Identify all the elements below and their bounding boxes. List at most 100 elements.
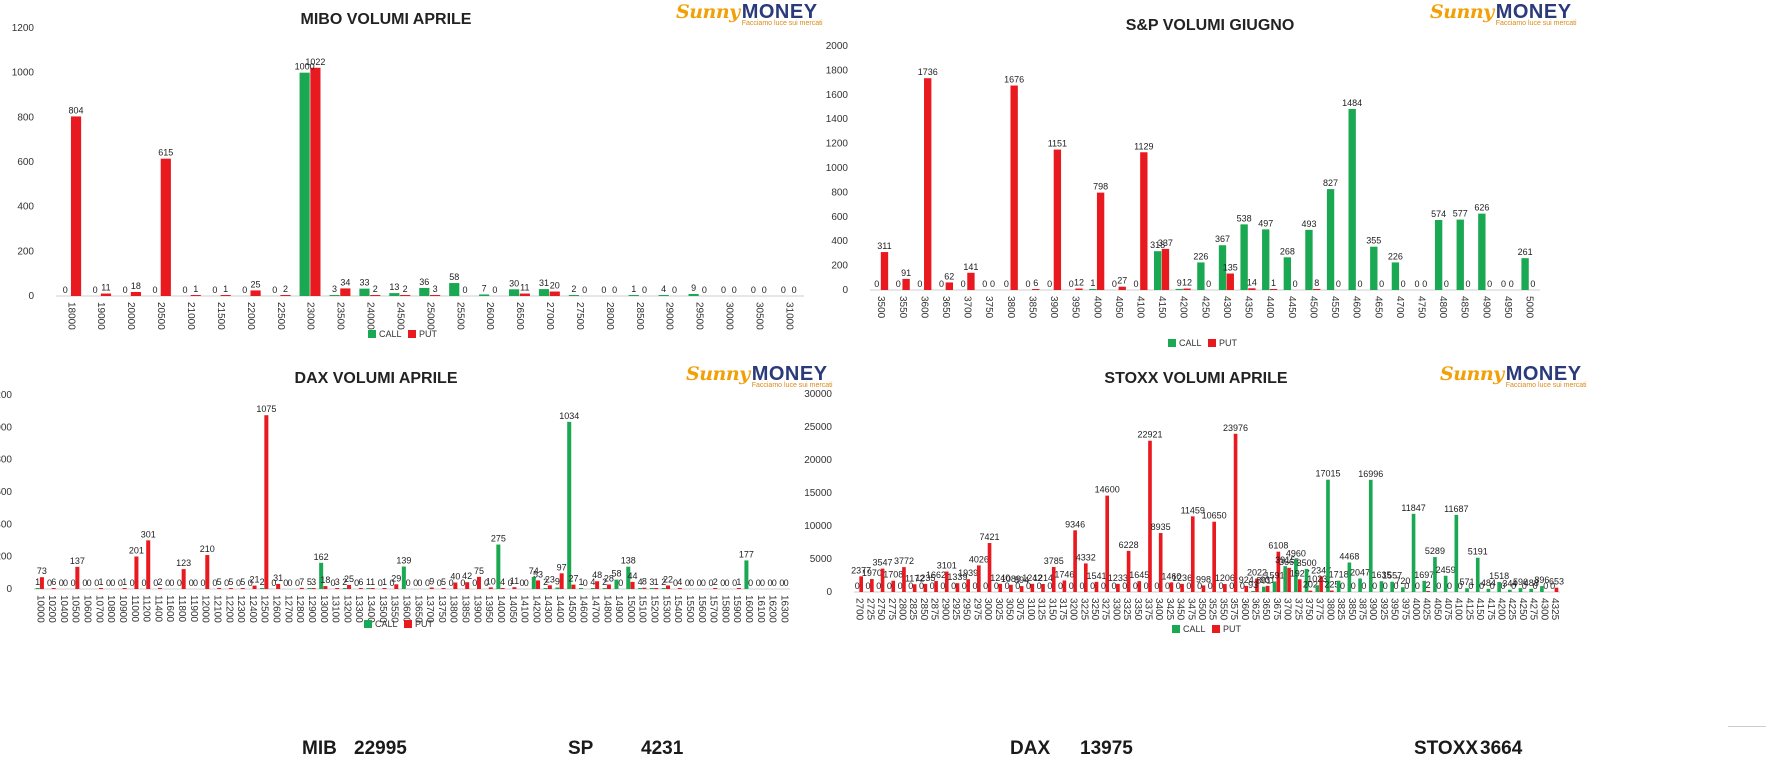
data-label-put: 894 [1014, 575, 1029, 585]
data-label-call: 4 [638, 577, 643, 587]
data-label-put: 3 [433, 284, 438, 294]
data-label-put: 0 [1533, 581, 1538, 591]
bar-put [1118, 286, 1126, 290]
bar-put [205, 555, 210, 589]
footer-sp-value: 4231 [641, 738, 684, 759]
data-label-put: 0 [689, 578, 694, 588]
data-label-call: 0 [1501, 279, 1506, 289]
data-label-call: 0 [519, 578, 524, 588]
y-tick-label: 600 [831, 212, 848, 223]
x-tick-label: 3550 [1217, 598, 1228, 621]
bar-put [1148, 440, 1152, 592]
data-label-call: 17015 [1315, 469, 1340, 479]
data-label-call: 0 [330, 578, 335, 588]
data-label-put: 12 [1074, 278, 1084, 288]
data-label-call: 4960 [1286, 548, 1306, 558]
data-label-call: 5289 [1425, 546, 1445, 556]
x-tick-label: 15400 [672, 595, 683, 623]
data-label-put: 29 [391, 573, 401, 583]
data-label-put: 0 [642, 285, 647, 295]
bar-put [1096, 192, 1105, 290]
x-tick-label: 4325 [1549, 598, 1560, 621]
bar-put [122, 588, 127, 589]
x-tick-label: 14400 [554, 595, 565, 623]
data-label-call: 488 [1524, 578, 1539, 588]
data-label-put: 8 [1314, 278, 1319, 288]
bar-put [736, 588, 741, 589]
bar-put [519, 293, 530, 296]
x-tick-label: 15200 [649, 595, 660, 623]
data-label-call: 0 [242, 285, 247, 295]
bar-put [998, 583, 1003, 592]
bar-put [453, 582, 458, 589]
data-label-put: 11 [101, 283, 110, 293]
x-tick-label: 15300 [660, 595, 671, 623]
y-tick-label: 10000 [804, 521, 832, 532]
x-tick-label: 3725 [1292, 598, 1303, 621]
chart-stoxx: STOXX VOLUMI APRILE050001000015000200002… [804, 370, 1564, 634]
data-label-call: 574 [1431, 209, 1446, 219]
bar-put [512, 587, 517, 589]
x-tick-label: 3750 [983, 296, 994, 319]
bar-put [1137, 581, 1142, 592]
data-label-put: 202 [1303, 580, 1318, 590]
x-tick-label: 16100 [755, 595, 766, 623]
bar-put [51, 588, 56, 589]
bar-put [500, 588, 505, 589]
bar-put [559, 573, 564, 589]
bar-put [1158, 533, 1163, 592]
y-tick-label: 400 [17, 202, 34, 213]
data-label-put: 18 [320, 575, 330, 585]
x-tick-label: 4250 [1199, 296, 1210, 319]
brand-logo: Sunny MONEY Facciamo luce sui mercati [676, 2, 823, 28]
y-tick-label: 20000 [804, 455, 832, 466]
bar-call [1478, 213, 1486, 290]
data-label-call: 1718 [1329, 570, 1349, 580]
data-label-call: 0 [781, 285, 786, 295]
data-label-call: 367 [1215, 234, 1230, 244]
bar-call [1315, 585, 1320, 592]
x-tick-label: 4050 [1113, 296, 1124, 319]
data-label-call: 4 [590, 577, 595, 587]
x-tick-label: 3900 [1367, 598, 1378, 621]
x-tick-label: 11200 [141, 595, 152, 623]
data-label-put: 8 [642, 577, 647, 587]
data-label-put: 25 [344, 574, 354, 584]
bar-call [555, 587, 560, 589]
bar-call [1368, 479, 1373, 592]
x-tick-label: 3600 [918, 296, 929, 319]
data-label-put: 2347 [1311, 566, 1331, 576]
bar-put [1554, 587, 1559, 592]
y-tick-label: 1200 [0, 390, 12, 401]
data-label-call: 0 [354, 578, 359, 588]
x-tick-label: 4800 [1437, 296, 1448, 319]
data-label-call: 275 [491, 534, 506, 544]
x-tick-label: 10000 [34, 595, 45, 623]
data-label-call: 0 [118, 578, 123, 588]
data-label-call: 226 [1388, 251, 1403, 261]
data-label-call: 9 [555, 577, 560, 587]
data-label-call: 4468 [1339, 552, 1359, 562]
bar-put [1019, 586, 1024, 592]
chart-panel-dax: DAX VOLUMI APRILE02004006008001000120017… [0, 362, 820, 722]
bar-put [595, 581, 600, 589]
data-label-call: 0 [141, 578, 146, 588]
data-label-put: 1708 [883, 570, 903, 580]
data-label-put: 0 [1444, 279, 1449, 289]
x-tick-label: 25500 [454, 302, 465, 330]
x-tick-label: 24500 [394, 302, 405, 330]
data-label-put: 0 [1530, 279, 1535, 289]
brand-logo-sunny: Sunny [1430, 1, 1494, 23]
chart-title: STOXX VOLUMI APRILE [1104, 370, 1287, 387]
x-tick-label: 22500 [275, 302, 286, 330]
bar-put [430, 295, 441, 296]
data-label-put: 1 [1271, 278, 1276, 288]
y-tick-label: 1000 [826, 163, 849, 174]
data-label-put: 0 [762, 285, 767, 295]
x-tick-label: 4100 [1453, 598, 1464, 621]
data-label-put: 135 [1223, 263, 1238, 273]
data-label-call: 7 [482, 283, 487, 293]
data-label-put: 653 [1549, 577, 1564, 587]
data-label-call: 896 [1534, 575, 1549, 585]
bar-call [1358, 578, 1362, 592]
